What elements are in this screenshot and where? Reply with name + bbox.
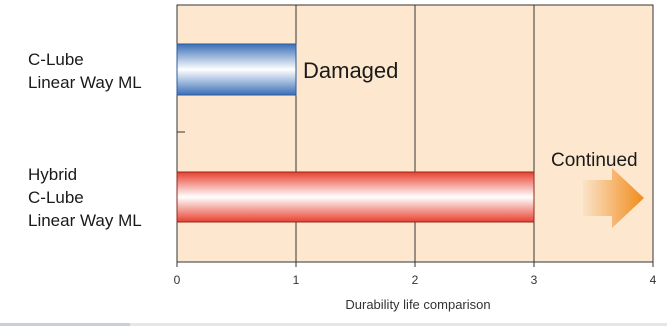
annotation-damaged: Damaged [303, 58, 398, 83]
bars [176, 43, 535, 223]
bar-1 [176, 171, 535, 223]
x-ticks: 0 1 2 3 4 [174, 262, 657, 287]
annotation-continued: Continued [551, 150, 638, 171]
x-tick-label: 3 [531, 273, 538, 287]
bottom-divider-accent [0, 323, 130, 326]
continued-arrow [583, 168, 644, 228]
x-tick-label: 0 [174, 273, 181, 287]
x-tick-label: 1 [293, 273, 300, 287]
category-label-hybrid: Hybrid C-Lube Linear Way ML [28, 165, 142, 230]
category-label-cl-lube: C-Lube Linear Way ML [28, 50, 142, 92]
x-tick-label: 2 [412, 273, 419, 287]
continued-group: Continued [551, 150, 644, 228]
x-tick-label: 4 [650, 273, 657, 287]
bar-0 [176, 43, 297, 96]
x-axis-label: Durability life comparison [345, 297, 490, 312]
bottom-divider [0, 323, 667, 326]
